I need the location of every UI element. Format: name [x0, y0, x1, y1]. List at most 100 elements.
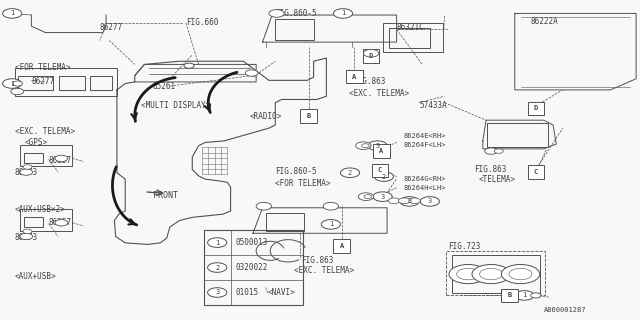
Circle shape	[12, 81, 22, 86]
Circle shape	[399, 198, 410, 204]
Text: D: D	[369, 53, 373, 59]
Text: 01015: 01015	[236, 288, 259, 297]
FancyBboxPatch shape	[333, 239, 350, 253]
Text: 86264G<RH>: 86264G<RH>	[403, 176, 445, 182]
Text: 0320022: 0320022	[236, 263, 268, 272]
Text: <AUX+USB>: <AUX+USB>	[15, 272, 56, 281]
Bar	[90, 76, 113, 90]
Circle shape	[340, 168, 360, 178]
Text: 1: 1	[10, 81, 14, 86]
Circle shape	[420, 197, 440, 206]
Text: A: A	[340, 243, 344, 249]
Text: 2: 2	[348, 170, 352, 176]
FancyBboxPatch shape	[527, 165, 544, 179]
Bar	[60, 76, 85, 90]
Text: <EXC. TELEMA>: <EXC. TELEMA>	[15, 127, 75, 136]
Circle shape	[494, 149, 503, 153]
Text: 1: 1	[522, 292, 527, 299]
Circle shape	[184, 63, 194, 68]
Text: <EXC. TELEMA>: <EXC. TELEMA>	[349, 89, 409, 98]
Text: A: A	[379, 148, 383, 154]
Text: <FOR TELEMA>: <FOR TELEMA>	[275, 180, 331, 188]
Circle shape	[207, 263, 227, 272]
Text: 3: 3	[215, 290, 220, 295]
Circle shape	[358, 193, 374, 200]
Text: 86277: 86277	[100, 23, 123, 32]
Circle shape	[3, 79, 22, 88]
Text: 3: 3	[375, 143, 380, 149]
Circle shape	[400, 197, 419, 206]
Circle shape	[55, 220, 68, 226]
Text: <GPS>: <GPS>	[25, 138, 48, 147]
Circle shape	[515, 291, 534, 300]
Circle shape	[207, 288, 227, 297]
Bar	[487, 123, 548, 147]
Text: <MULTI DISPLAY>: <MULTI DISPLAY>	[141, 101, 211, 110]
Text: D: D	[534, 105, 538, 111]
Text: 86222A: 86222A	[531, 17, 559, 26]
Text: FIG.723: FIG.723	[448, 242, 480, 251]
Circle shape	[256, 202, 271, 210]
Text: FIG.860-5: FIG.860-5	[275, 9, 317, 18]
Circle shape	[484, 148, 497, 154]
Text: <NAVI>: <NAVI>	[268, 288, 296, 297]
Bar	[452, 255, 540, 293]
Text: B: B	[508, 292, 512, 299]
Text: <RADIO>: <RADIO>	[250, 113, 282, 122]
Circle shape	[531, 293, 541, 298]
Text: 0500013: 0500013	[236, 238, 268, 247]
Circle shape	[374, 172, 394, 181]
Bar	[18, 76, 53, 90]
Text: A: A	[353, 74, 356, 80]
Text: <TELEMA>: <TELEMA>	[478, 175, 515, 184]
Bar	[20, 209, 72, 231]
Circle shape	[321, 220, 340, 229]
Text: C: C	[534, 169, 538, 175]
Circle shape	[323, 202, 339, 210]
Circle shape	[20, 169, 33, 175]
Circle shape	[368, 141, 387, 150]
Text: FIG.863: FIG.863	[474, 165, 507, 174]
Circle shape	[23, 229, 32, 234]
Text: 2: 2	[215, 265, 220, 270]
Text: FIG.863: FIG.863	[353, 77, 385, 86]
Bar	[389, 28, 431, 49]
FancyBboxPatch shape	[300, 109, 317, 123]
FancyBboxPatch shape	[363, 49, 380, 62]
FancyBboxPatch shape	[501, 289, 518, 302]
FancyBboxPatch shape	[373, 144, 390, 158]
Circle shape	[55, 155, 68, 162]
Bar	[20, 145, 72, 166]
Bar	[447, 251, 545, 295]
Circle shape	[20, 233, 33, 240]
Text: 86257: 86257	[49, 156, 72, 164]
Circle shape	[373, 192, 392, 201]
Text: 86264H<LH>: 86264H<LH>	[403, 185, 445, 191]
Text: 86264F<LH>: 86264F<LH>	[403, 142, 445, 148]
Text: 86277: 86277	[31, 77, 54, 86]
Text: FIG.860-5: FIG.860-5	[275, 167, 317, 176]
Bar	[24, 217, 43, 227]
Text: 86257: 86257	[49, 218, 72, 227]
Circle shape	[11, 88, 24, 95]
Bar	[275, 19, 314, 40]
Circle shape	[409, 198, 420, 204]
Bar	[266, 213, 304, 231]
Circle shape	[245, 70, 258, 76]
Circle shape	[388, 198, 400, 204]
Circle shape	[207, 238, 227, 247]
Circle shape	[509, 268, 532, 280]
Bar	[24, 153, 43, 163]
Circle shape	[333, 9, 353, 18]
Circle shape	[269, 10, 284, 17]
Text: FIG.863: FIG.863	[301, 256, 333, 265]
FancyBboxPatch shape	[527, 102, 544, 115]
Bar	[15, 68, 117, 96]
Text: 85261: 85261	[153, 82, 176, 91]
Circle shape	[3, 9, 22, 18]
Text: 1: 1	[215, 240, 220, 245]
Text: FIG.660: FIG.660	[186, 19, 218, 28]
Bar	[204, 230, 303, 305]
Circle shape	[457, 268, 479, 280]
Text: 1: 1	[329, 221, 333, 227]
